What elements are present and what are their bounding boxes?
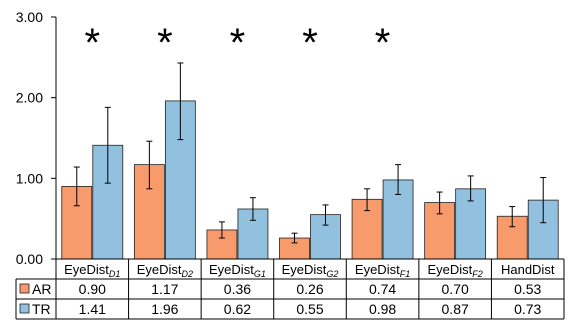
legend-swatch-ar [19, 283, 30, 294]
y-tick-label: 0.00 [16, 251, 43, 267]
y-tick-label: 1.00 [16, 170, 43, 186]
legend-swatch-tr [19, 303, 30, 314]
category-label: HandDist [501, 262, 555, 277]
data-label: 0.55 [296, 301, 323, 317]
data-label: 0.74 [369, 281, 396, 297]
data-label: 0.62 [224, 301, 251, 317]
data-label: 0.70 [442, 281, 469, 297]
y-tick-label: 3.00 [16, 9, 43, 25]
significance-marker: * [230, 21, 246, 65]
data-label: 0.73 [514, 301, 541, 317]
data-label: 1.96 [151, 301, 178, 317]
data-label: 0.36 [224, 281, 251, 297]
data-label: 0.53 [514, 281, 541, 297]
bar-tr [382, 179, 414, 260]
data-label: 0.26 [296, 281, 323, 297]
significance-marker: * [157, 21, 173, 65]
significance-marker: * [84, 21, 100, 65]
data-label: 0.87 [442, 301, 469, 317]
category-label: EyeDistF2 [427, 262, 482, 279]
data-label: 0.90 [79, 281, 106, 297]
data-label: 1.17 [151, 281, 178, 297]
legend-label-ar: AR [32, 281, 51, 297]
category-label: EyeDistD2 [137, 262, 193, 279]
category-label: EyeDistF1 [355, 262, 410, 279]
category-label: EyeDistG1 [209, 262, 266, 279]
data-label: 1.41 [79, 301, 106, 317]
legend-label-tr: TR [32, 301, 51, 317]
significance-marker: * [302, 21, 318, 65]
bar-ar [351, 198, 383, 260]
y-tick-label: 2.00 [16, 90, 43, 106]
category-label: EyeDistD1 [64, 262, 120, 279]
significance-marker: * [375, 21, 391, 65]
category-label: EyeDistG2 [282, 262, 339, 279]
data-label: 0.98 [369, 301, 396, 317]
